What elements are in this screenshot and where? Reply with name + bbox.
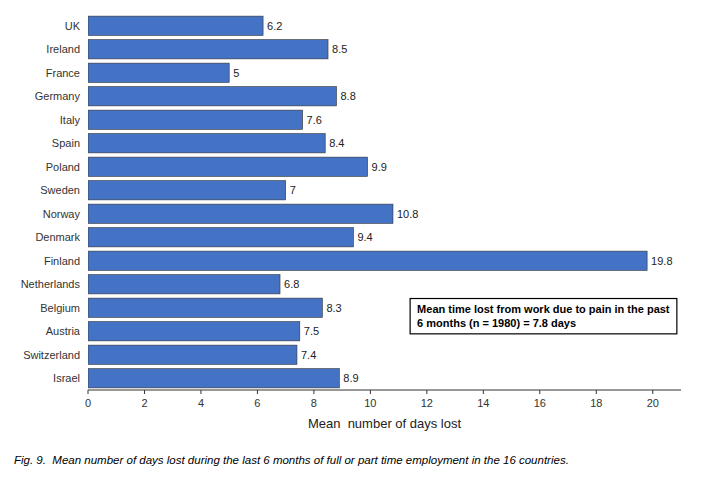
annotation: Mean time lost from work due to pain in … bbox=[417, 303, 670, 329]
x-tick-label: 20 bbox=[647, 397, 659, 409]
y-tick-label: Finland bbox=[44, 255, 80, 267]
bar bbox=[88, 298, 322, 317]
data-label: 8.8 bbox=[340, 90, 355, 102]
data-label: 9.4 bbox=[357, 231, 372, 243]
x-tick-label: 10 bbox=[364, 397, 376, 409]
x-tick-label: 12 bbox=[421, 397, 433, 409]
y-tick-label: France bbox=[46, 67, 80, 79]
x-tick bbox=[257, 390, 258, 394]
x-tick-label: 6 bbox=[254, 397, 260, 409]
bar bbox=[88, 181, 286, 200]
x-tick bbox=[200, 390, 201, 394]
y-tick-label: Netherlands bbox=[21, 278, 81, 290]
data-label: 7.5 bbox=[304, 325, 319, 337]
y-tick-label: Ireland bbox=[46, 43, 80, 55]
y-tick-label: Switzerland bbox=[23, 349, 80, 361]
bar bbox=[88, 157, 368, 176]
data-label: 6.2 bbox=[267, 20, 282, 32]
data-label: 8.4 bbox=[329, 137, 344, 149]
bar bbox=[88, 275, 280, 294]
y-tick-label: Norway bbox=[43, 208, 81, 220]
y-tick-label: Italy bbox=[60, 114, 81, 126]
data-label: 19.8 bbox=[651, 255, 672, 267]
chart-svg: 6.2 8.5 5 8.8 7.6 8.4 9.9 7 10.8 9.4 19.8 6.8 8.3 7.5… bbox=[0, 0, 701, 478]
y-tick-label: Sweden bbox=[40, 184, 80, 196]
bar bbox=[88, 345, 297, 364]
bar bbox=[88, 16, 263, 35]
bar bbox=[88, 204, 393, 223]
x-tick bbox=[652, 390, 653, 394]
x-tick-label: 2 bbox=[141, 397, 147, 409]
x-tick-label: 4 bbox=[198, 397, 204, 409]
bar bbox=[88, 134, 325, 153]
x-tick-label: 16 bbox=[534, 397, 546, 409]
caption: Fig. 9. Mean number of days lost during … bbox=[14, 454, 569, 466]
y-tick-label: Denmark bbox=[35, 231, 80, 243]
bar bbox=[88, 63, 229, 82]
x-tick-label: 18 bbox=[590, 397, 602, 409]
x-tick-label: 8 bbox=[311, 397, 317, 409]
bar bbox=[88, 251, 647, 270]
data-label: 8.5 bbox=[332, 43, 347, 55]
x-axis-label: Mean number of days lost bbox=[308, 416, 462, 431]
x-tick bbox=[539, 390, 540, 394]
y-tick-label: UK bbox=[65, 20, 81, 32]
y-tick-label: Israel bbox=[53, 372, 80, 384]
data-label: 6.8 bbox=[284, 278, 299, 290]
data-label: 8.9 bbox=[343, 372, 358, 384]
x-tick bbox=[483, 390, 484, 394]
bar bbox=[88, 87, 336, 106]
data-label: 7.6 bbox=[307, 114, 322, 126]
x-tick bbox=[596, 390, 597, 394]
x-tick bbox=[370, 390, 371, 394]
x-tick-label: 14 bbox=[477, 397, 489, 409]
y-tick-label: Poland bbox=[46, 161, 80, 173]
bar bbox=[88, 228, 353, 247]
annotation-box: Mean time lost from work due to pain in … bbox=[410, 299, 677, 334]
x-axis-line bbox=[88, 390, 681, 391]
x-tick bbox=[144, 390, 145, 394]
data-label: 10.8 bbox=[397, 208, 418, 220]
bar bbox=[88, 40, 328, 59]
bar bbox=[88, 322, 300, 341]
bar bbox=[88, 110, 303, 129]
x-tick bbox=[426, 390, 427, 394]
y-tick-label: Belgium bbox=[40, 302, 80, 314]
data-label: 7 bbox=[290, 184, 296, 196]
bar bbox=[88, 369, 339, 388]
chart-container: 6.2 8.5 5 8.8 7.6 8.4 9.9 7 10.8 9.4 19.8 6.8 8.3 7.5… bbox=[0, 0, 701, 478]
y-tick-label: Austria bbox=[46, 325, 81, 337]
annotation-frame bbox=[410, 299, 677, 334]
data-label: 9.9 bbox=[372, 161, 387, 173]
y-tick-label: Spain bbox=[52, 137, 80, 149]
y-tick-label: Germany bbox=[35, 90, 81, 102]
x-tick-label: 0 bbox=[85, 397, 91, 409]
x-tick bbox=[88, 390, 89, 394]
data-label: 5 bbox=[233, 67, 239, 79]
data-label: 8.3 bbox=[326, 302, 341, 314]
x-tick bbox=[313, 390, 314, 394]
data-label: 7.4 bbox=[301, 349, 316, 361]
